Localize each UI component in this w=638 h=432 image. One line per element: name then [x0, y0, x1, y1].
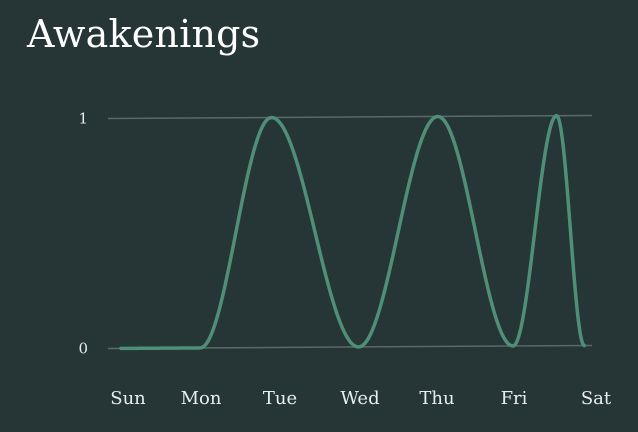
x-tick-label-fri: Fri — [501, 388, 528, 409]
data-point — [198, 346, 202, 350]
data-point — [511, 344, 515, 348]
data-point — [119, 346, 123, 350]
x-tick-label-thu: Thu — [419, 388, 454, 409]
grid-lines — [107, 114, 593, 350]
x-axis-ticks: Sun Mon Tue Wed Thu Fri Sat — [110, 388, 612, 409]
x-tick-label-tue: Tue — [263, 388, 297, 409]
x-tick-label-mon: Mon — [181, 388, 222, 409]
grid-line-y-1 — [107, 114, 593, 120]
x-tick-label-sun: Sun — [110, 388, 146, 409]
x-tick-label-sat: Sat — [581, 388, 612, 409]
data-point — [582, 344, 586, 348]
data-point — [357, 345, 361, 349]
data-point — [269, 115, 273, 119]
y-tick-label: 0 — [78, 340, 88, 358]
data-point — [555, 114, 559, 118]
data-point — [436, 114, 440, 118]
x-tick-label-wed: Wed — [340, 388, 379, 409]
series-line — [119, 113, 587, 351]
series-layer — [119, 113, 587, 351]
y-tick-label: 1 — [78, 110, 88, 128]
y-axis-ticks: 01 — [78, 110, 88, 358]
chart-title: Awakenings — [27, 12, 261, 56]
